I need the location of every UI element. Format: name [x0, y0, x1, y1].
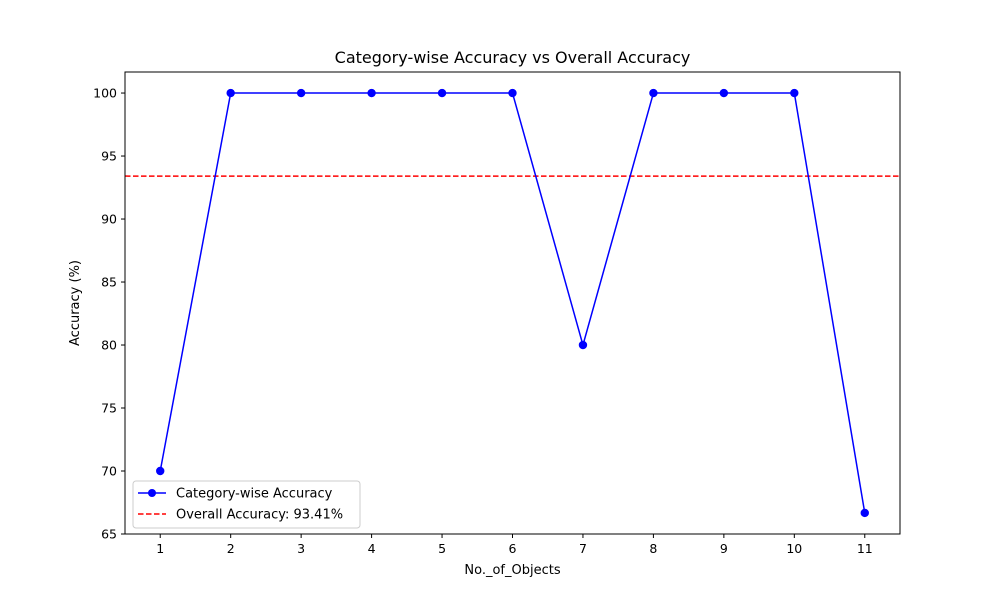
x-tick-label: 11 — [857, 541, 873, 556]
y-tick-label: 70 — [101, 464, 117, 479]
y-tick-label: 65 — [101, 527, 117, 542]
plot-area — [125, 88, 900, 518]
x-tick-label: 5 — [438, 541, 446, 556]
x-tick-label: 9 — [720, 541, 728, 556]
x-tick-label: 2 — [227, 541, 235, 556]
data-point — [790, 88, 799, 98]
y-tick-label: 85 — [101, 275, 117, 290]
x-tick-label: 10 — [786, 541, 802, 556]
y-tick-label: 80 — [101, 338, 117, 353]
x-tick-label: 6 — [509, 541, 517, 556]
y-tick-label: 100 — [93, 86, 117, 101]
data-point — [226, 88, 235, 98]
legend-label-overall-accuracy: Overall Accuracy: 93.41% — [176, 508, 343, 523]
y-tick-label: 95 — [101, 149, 117, 164]
chart-title: Category-wise Accuracy vs Overall Accura… — [335, 48, 691, 67]
data-point — [296, 88, 306, 98]
legend-box — [132, 480, 361, 529]
legend-marker-category-accuracy — [148, 489, 156, 497]
data-point — [156, 466, 165, 476]
x-axis-label: No._of_Objects — [464, 563, 560, 578]
data-point — [578, 340, 588, 350]
x-tick-label: 3 — [297, 541, 305, 556]
data-point — [508, 88, 517, 98]
legend: Category-wise Accuracy Overall Accuracy:… — [132, 480, 361, 529]
legend-label-category-accuracy: Category-wise Accuracy — [176, 487, 333, 502]
x-tick-label: 4 — [368, 541, 376, 556]
data-point — [649, 88, 658, 98]
x-tick-label: 7 — [579, 541, 587, 556]
y-tick-label: 75 — [101, 401, 117, 416]
data-point — [367, 88, 376, 98]
x-tick-label: 1 — [156, 541, 164, 556]
y-tick-label: 90 — [101, 212, 117, 227]
x-tick-label: 8 — [649, 541, 657, 556]
data-point — [719, 88, 729, 98]
data-point — [860, 508, 869, 518]
y-axis-label: Accuracy (%) — [68, 260, 83, 346]
data-point — [437, 88, 447, 98]
